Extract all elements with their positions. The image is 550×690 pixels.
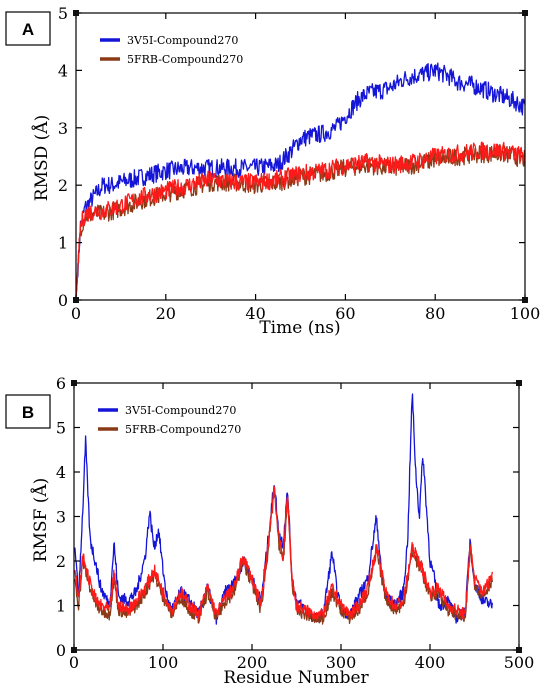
series-line-3 — [74, 485, 493, 621]
plot-b-series — [74, 393, 493, 625]
y-axis-title-b: RMSF (Å) — [30, 478, 51, 563]
x-tick-label: 80 — [425, 304, 445, 323]
y-tick-label: 0 — [56, 641, 66, 660]
plot-b-ticks: 0 100 200 300 400 500 0 1 2 3 4 5 6 — [56, 374, 534, 672]
x-tick-label: 0 — [71, 304, 81, 323]
legend-label-1: 3V5I-Compound270 — [125, 404, 236, 417]
plot-a-ticks: 0 20 40 60 80 100 0 1 2 3 4 5 — [58, 4, 540, 323]
legend-label-2: 5FRB-Compound270 — [125, 423, 241, 436]
y-axis-title-a: RMSD (Å) — [31, 115, 52, 201]
plot-a-frame — [75, 12, 526, 301]
legend-label-1: 3V5I-Compound270 — [127, 34, 238, 47]
x-axis-title-b: Residue Number — [223, 668, 369, 688]
y-tick-label: 2 — [56, 552, 66, 571]
x-tick-label: 0 — [69, 653, 79, 672]
panel-label-b: B — [22, 403, 34, 422]
x-tick-label: 500 — [504, 653, 535, 672]
x-tick-label: 400 — [415, 653, 446, 672]
x-tick-label: 100 — [148, 653, 179, 672]
x-tick-label: 40 — [245, 304, 265, 323]
frame-corner-marker — [516, 647, 522, 653]
x-tick-label: 100 — [510, 304, 541, 323]
legend-b: 3V5I-Compound270 5FRB-Compound270 — [98, 404, 241, 436]
y-tick-label: 1 — [56, 597, 66, 616]
frame-corner-marker — [73, 297, 79, 303]
y-tick-label: 5 — [56, 419, 66, 438]
legend-a: 3V5I-Compound270 5FRB-Compound270 — [100, 34, 243, 66]
plot-a-series — [75, 62, 526, 298]
x-tick-label: 20 — [156, 304, 176, 323]
x-tick-label: 300 — [326, 653, 357, 672]
x-tick-label: 200 — [237, 653, 268, 672]
x-tick-label: 60 — [335, 304, 355, 323]
frame-corner-marker — [522, 10, 528, 16]
y-tick-label: 5 — [58, 4, 68, 23]
y-tick-label: 3 — [58, 119, 68, 138]
panel-label-a: A — [22, 20, 34, 39]
frame-corner-marker — [71, 380, 77, 386]
y-tick-label: 4 — [56, 463, 66, 482]
frame-corner-marker — [71, 647, 77, 653]
series-line-3 — [75, 141, 526, 298]
x-axis-title-a: Time (ns) — [259, 318, 340, 338]
panel-b: B 0 100 200 300 400 500 0 1 2 3 4 5 6 Residue Number… — [5, 374, 534, 688]
frame-corner-marker — [516, 380, 522, 386]
series-line-1 — [75, 62, 526, 298]
legend-label-2: 5FRB-Compound270 — [127, 53, 243, 66]
y-tick-label: 3 — [56, 508, 66, 527]
frame-corner-marker — [522, 297, 528, 303]
frame-corner-marker — [73, 10, 79, 16]
y-tick-label: 2 — [58, 176, 68, 195]
panel-label-b-box: B — [5, 394, 51, 429]
y-tick-label: 6 — [56, 374, 66, 393]
panel-label-a-box: A — [5, 11, 51, 46]
y-tick-label: 1 — [58, 234, 68, 253]
y-tick-label: 4 — [58, 61, 68, 80]
series-line-2 — [75, 144, 526, 298]
y-tick-label: 0 — [58, 291, 68, 310]
